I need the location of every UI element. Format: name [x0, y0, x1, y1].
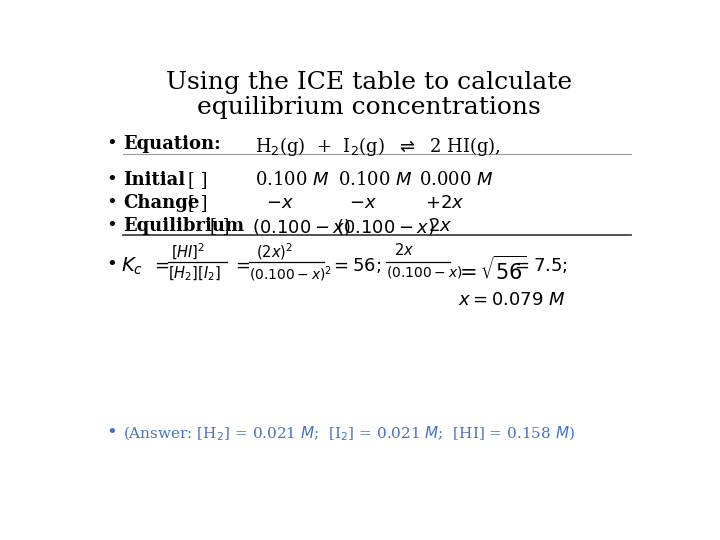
- Text: $[H_2][I_2]$: $[H_2][I_2]$: [168, 265, 221, 283]
- Text: $2x$: $2x$: [394, 241, 414, 258]
- Text: [ ]: [ ]: [188, 194, 207, 212]
- Text: [ ]: [ ]: [210, 217, 230, 234]
- Text: $[HI]^2$: $[HI]^2$: [171, 241, 204, 261]
- Text: $= 7.5;$: $= 7.5;$: [511, 256, 568, 275]
- Text: [ ]: [ ]: [188, 171, 207, 189]
- Text: $+2x$: $+2x$: [425, 194, 464, 212]
- Text: 0.000 $M$: 0.000 $M$: [419, 171, 493, 189]
- Text: $K_c$: $K_c$: [121, 256, 143, 278]
- Text: 0.100 $M$: 0.100 $M$: [255, 171, 329, 189]
- Text: $(2x)^2$: $(2x)^2$: [256, 241, 292, 262]
- Text: •: •: [107, 424, 117, 442]
- Text: $-x$: $-x$: [349, 194, 377, 212]
- Text: Equilibrium: Equilibrium: [124, 217, 245, 234]
- Text: •: •: [107, 217, 117, 234]
- Text: $(0.100 - x)$: $(0.100 - x)$: [252, 217, 351, 237]
- Text: equilibrium concentrations: equilibrium concentrations: [197, 96, 541, 119]
- Text: $= \sqrt{56}$: $= \sqrt{56}$: [456, 256, 527, 285]
- Text: $-x$: $-x$: [266, 194, 294, 212]
- Text: $=$: $=$: [233, 256, 251, 274]
- Text: $2x$: $2x$: [428, 217, 452, 234]
- Text: $x = 0.079\ M$: $x = 0.079\ M$: [459, 292, 566, 309]
- Text: Change: Change: [124, 194, 200, 212]
- Text: •: •: [107, 194, 117, 212]
- Text: (Answer: [H$_2$] = 0.021 $M$;  [I$_2$] = 0.021 $M$;  [HI] = 0.158 $M$): (Answer: [H$_2$] = 0.021 $M$; [I$_2$] = …: [124, 424, 575, 443]
- Text: •: •: [107, 171, 117, 189]
- Text: Equation:: Equation:: [124, 136, 221, 153]
- Text: Initial: Initial: [124, 171, 186, 189]
- Text: $(0.100 - x)$: $(0.100 - x)$: [386, 265, 462, 280]
- Text: 0.100 $M$: 0.100 $M$: [338, 171, 413, 189]
- Text: •: •: [107, 256, 117, 274]
- Text: $(0.100 - x)^2$: $(0.100 - x)^2$: [249, 265, 332, 284]
- Text: Using the ICE table to calculate: Using the ICE table to calculate: [166, 71, 572, 94]
- Text: $= 56;$: $= 56;$: [330, 256, 381, 275]
- Text: •: •: [107, 136, 117, 153]
- Text: H$_2$(g)  +  I$_2$(g)  $\rightleftharpoons$  2 HI(g),: H$_2$(g) + I$_2$(g) $\rightleftharpoons$…: [255, 136, 500, 158]
- Text: $(0.100 - x)$: $(0.100 - x)$: [336, 217, 434, 237]
- Text: $=$: $=$: [151, 256, 170, 274]
